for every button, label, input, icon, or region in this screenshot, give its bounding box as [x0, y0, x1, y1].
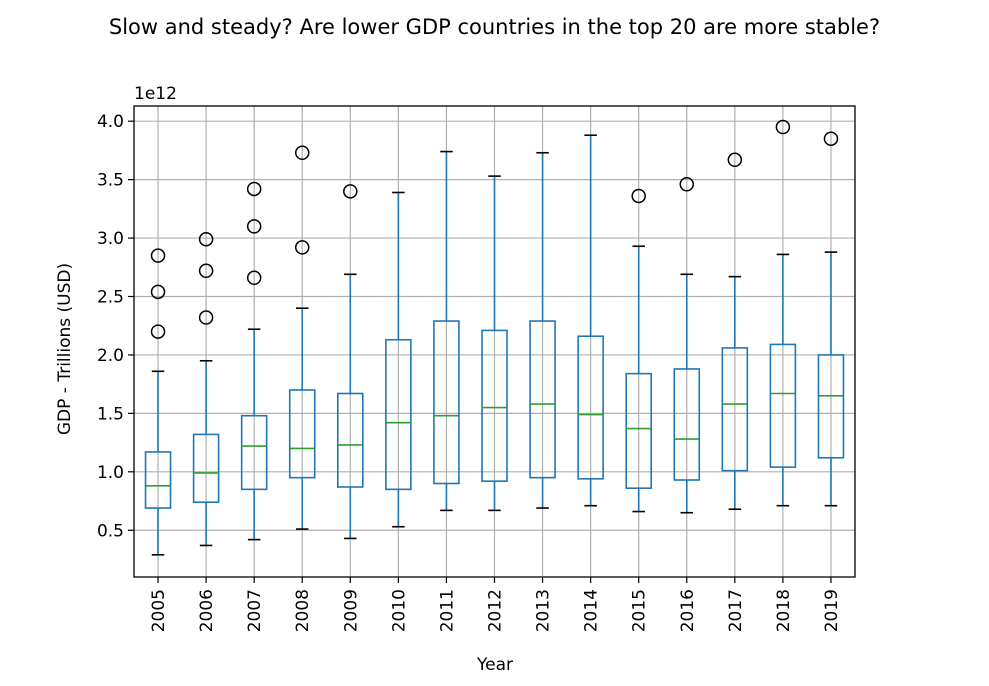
box-layer	[144, 119, 845, 556]
y-tick-label: 1.0	[97, 463, 124, 483]
box-iqr	[529, 320, 556, 479]
y-tick-label: 3.0	[97, 229, 124, 249]
outlier-point	[150, 324, 166, 339]
x-tick-label: 2008	[293, 589, 313, 632]
x-tick-label: 2009	[341, 589, 361, 632]
box-iqr	[240, 414, 268, 491]
outlier-point	[150, 248, 166, 263]
y-tick-label: 3.5	[97, 171, 124, 191]
box-iqr	[192, 433, 220, 504]
x-tick-label: 2016	[678, 589, 698, 632]
y-tick-label: 2.5	[97, 288, 124, 308]
x-tick-label: 2018	[774, 589, 794, 632]
plot-frame	[133, 105, 856, 578]
x-tick-label: 2019	[822, 589, 842, 632]
x-tick-label: 2013	[534, 589, 554, 632]
outlier-point	[294, 145, 310, 160]
outlier-point	[246, 181, 262, 197]
box-iqr	[288, 389, 316, 479]
outlier-point	[343, 184, 358, 199]
outlier-point	[246, 219, 262, 234]
y-tick-label: 2.0	[97, 346, 124, 366]
box-iqr	[144, 451, 172, 509]
y-offset-label: 1e12	[134, 84, 177, 104]
axis-layer: 0.5 1.0 1.5 2.0 2.5 3.0 3.5 4.0 2005 2006 2007 2008…	[97, 105, 856, 632]
box-iqr	[577, 335, 604, 480]
outlier-point	[150, 284, 166, 300]
outlier-point	[198, 263, 214, 279]
x-axis-label: Year	[476, 655, 513, 675]
box-iqr	[481, 329, 508, 482]
outlier-point	[198, 310, 214, 325]
box-iqr	[721, 347, 749, 472]
outlier-point	[198, 231, 214, 247]
y-tick-label: 4.0	[97, 112, 124, 132]
x-tick-label: 2011	[437, 589, 457, 632]
y-axis-label: GDP - Trillions (USD)	[55, 263, 75, 435]
x-tick-label: 2007	[245, 589, 265, 632]
box-iqr	[433, 320, 460, 485]
box-iqr	[385, 338, 412, 491]
y-tick-label: 0.5	[97, 521, 124, 541]
x-tick-label: 2014	[582, 589, 602, 632]
box-iqr	[625, 372, 652, 489]
outlier-point	[679, 177, 695, 192]
x-tick-label: 2006	[197, 589, 217, 632]
outlier-point	[294, 240, 310, 255]
box-iqr	[673, 368, 701, 481]
box-iqr	[817, 354, 845, 459]
x-tick-label: 2015	[630, 589, 650, 632]
box-iqr	[769, 343, 797, 468]
box-iqr	[337, 392, 364, 488]
chart-title: Slow and steady? Are lower GDP countries…	[108, 15, 881, 39]
outlier-point	[631, 188, 646, 204]
x-tick-label: 2010	[389, 589, 409, 632]
outlier-point	[727, 152, 743, 168]
outlier-point	[775, 119, 791, 135]
outlier-point	[246, 270, 262, 286]
outlier-point	[823, 131, 839, 146]
x-tick-label: 2005	[149, 589, 169, 632]
y-tick-label: 1.5	[97, 404, 124, 424]
x-tick-label: 2012	[486, 589, 506, 632]
x-tick-label: 2017	[726, 589, 746, 632]
